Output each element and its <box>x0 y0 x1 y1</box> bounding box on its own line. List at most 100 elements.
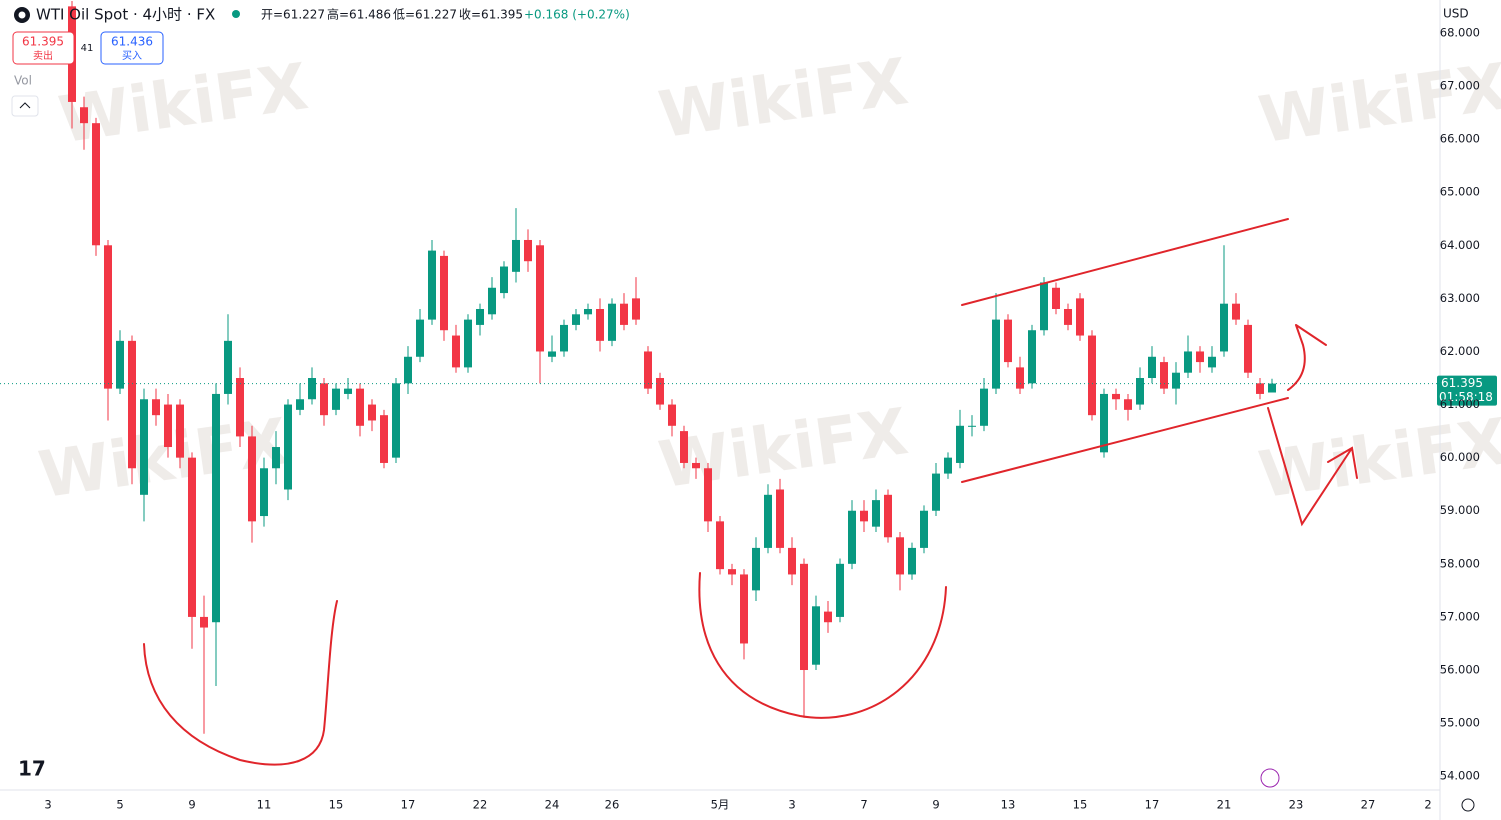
change: +0.168 (+0.27%) <box>524 8 630 22</box>
candle-body <box>428 250 436 320</box>
candle-body <box>296 399 304 410</box>
candle-body <box>1160 362 1168 389</box>
currency[interactable]: USD <box>1443 7 1469 21</box>
candle-body <box>332 388 340 410</box>
candle-body <box>728 569 736 575</box>
sell-price: 61.395 <box>22 35 64 49</box>
candle-body <box>980 388 988 426</box>
candle-body <box>212 393 220 623</box>
x-tick-label: 3 <box>788 798 795 812</box>
buy-price: 61.436 <box>111 35 153 49</box>
tv-logo: 17 <box>18 757 46 781</box>
price-tag-box <box>1437 375 1497 406</box>
candle-body <box>92 123 100 246</box>
candle-body <box>464 319 472 368</box>
candle-body <box>1268 383 1276 393</box>
x-tick-label: 2 <box>1424 798 1431 812</box>
y-tick-label: 65.000 <box>1440 185 1480 199</box>
y-tick-label: 61.000 <box>1440 397 1480 411</box>
candle-body <box>536 245 544 352</box>
plot <box>0 1 1444 777</box>
candle-body <box>620 303 628 325</box>
y-tick-label: 66.000 <box>1440 132 1480 146</box>
candle-body <box>236 378 244 437</box>
annotation-arrow-up <box>1287 324 1327 391</box>
volume-label: Vol <box>14 74 32 88</box>
candle-body <box>740 574 748 644</box>
x-tick-label: 3 <box>44 798 51 812</box>
candle-body <box>1172 372 1180 389</box>
candle-body <box>284 404 292 490</box>
candle-body <box>1256 383 1264 394</box>
candle-body <box>1064 308 1072 325</box>
spread: 41 <box>81 43 94 54</box>
candle-body <box>716 521 724 570</box>
candle-body <box>404 356 412 384</box>
candle-body <box>248 436 256 522</box>
buy-button[interactable] <box>100 31 164 65</box>
x-tick-label: 9 <box>188 798 195 812</box>
y-tick-label: 62.000 <box>1440 344 1480 358</box>
candle-body <box>1112 393 1120 400</box>
candle-body <box>308 378 316 400</box>
candle-body <box>968 425 976 427</box>
x-tick-label: 5 <box>116 798 123 812</box>
x-tick-label: 22 <box>473 798 488 812</box>
candle-body <box>152 399 160 416</box>
candle-body <box>776 489 784 548</box>
channel-line <box>961 397 1289 483</box>
lightning-button[interactable] <box>1260 768 1280 788</box>
candle-body <box>848 510 856 564</box>
candle-body <box>872 500 880 527</box>
candle-body <box>392 383 400 458</box>
candle-body <box>1100 393 1108 453</box>
candle-body <box>80 107 88 124</box>
candle-body <box>584 308 592 315</box>
candle-body <box>860 510 868 522</box>
candle-body <box>488 287 496 315</box>
y-tick-label: 64.000 <box>1440 238 1480 252</box>
candle-body <box>908 547 916 575</box>
candle-body <box>1040 282 1048 331</box>
candle-body <box>164 404 172 448</box>
candle-body <box>1232 303 1240 320</box>
candle-body <box>896 537 904 575</box>
y-tick-label: 67.000 <box>1440 79 1480 93</box>
y-tick-label: 56.000 <box>1440 663 1480 677</box>
ohlc-low: 低=61.227 <box>393 8 457 22</box>
y-tick-label: 54.000 <box>1440 769 1480 783</box>
x-tick-label: 21 <box>1217 798 1232 812</box>
candle-body <box>1220 303 1228 352</box>
settings-button[interactable] <box>1461 798 1475 812</box>
x-tick-label: 11 <box>257 798 272 812</box>
sell-button[interactable] <box>12 31 75 65</box>
candle-body <box>176 404 184 458</box>
candle-body <box>1076 298 1084 336</box>
candle-body <box>1004 319 1012 363</box>
candle-body <box>188 457 196 617</box>
candle-body <box>944 457 952 474</box>
candle-body <box>524 239 532 262</box>
candle-body <box>668 404 676 426</box>
candle-body <box>956 425 964 463</box>
candle-body <box>572 314 580 325</box>
candle-body <box>560 324 568 352</box>
candle-body <box>260 468 268 517</box>
ohlc-high: 高=61.486 <box>327 7 391 22</box>
candle-body <box>452 335 460 368</box>
sell-label: 卖出 <box>33 49 53 62</box>
x-tick-label: 26 <box>605 798 620 812</box>
candle-body <box>788 547 796 575</box>
collapse-button[interactable] <box>11 95 39 117</box>
candle-body <box>200 616 208 628</box>
candle-body <box>104 245 112 389</box>
x-tick-label: 15 <box>329 798 344 812</box>
candle-body <box>884 494 892 538</box>
candle-body <box>920 510 928 548</box>
candle-body <box>320 383 328 416</box>
candle-body <box>1208 356 1216 368</box>
candle-body <box>1016 367 1024 389</box>
ohlc-close: 收=61.395 <box>459 8 523 22</box>
candle-body <box>1244 324 1252 373</box>
candle-body <box>1052 287 1060 309</box>
